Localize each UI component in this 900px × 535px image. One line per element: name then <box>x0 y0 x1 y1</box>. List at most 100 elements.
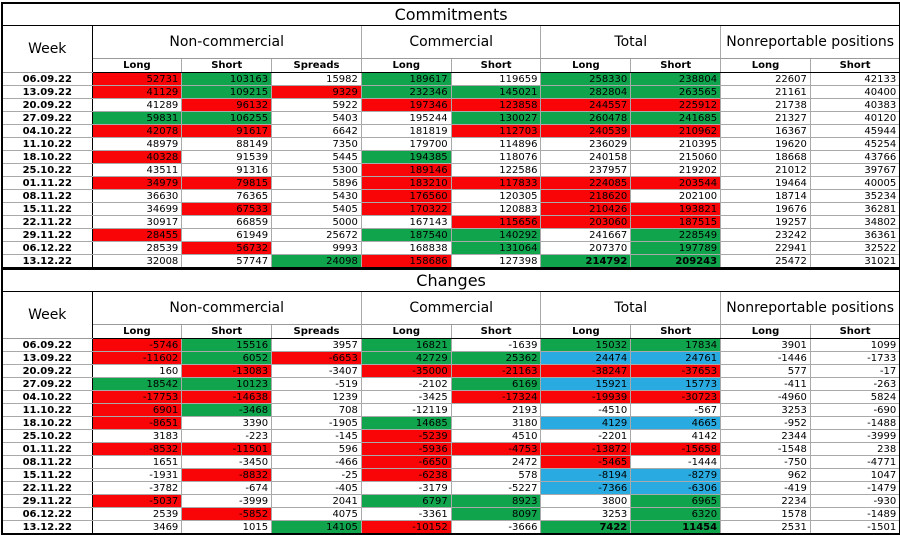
commitments-rows: 06.09.22 52731 103163 15982 189617 119659 2583… <box>1 72 900 269</box>
value-cell: 2539 <box>91 507 183 521</box>
table-row: 11.10.22 48979 88149 7350 179700 114896 236029… <box>1 137 900 151</box>
value-cell: 34699 <box>91 202 183 216</box>
value-cell: 6797 <box>360 494 452 508</box>
value-cell: -3425 <box>360 390 452 404</box>
value-cell: -1548 <box>720 442 811 456</box>
value-cell: 45944 <box>809 124 900 138</box>
value-cell: -6650 <box>360 455 452 469</box>
sub-header-row: Long Short Spreads Long Short Long Short… <box>2 324 900 339</box>
value-cell: -5936 <box>360 442 452 456</box>
value-cell: 189146 <box>360 163 452 177</box>
value-cell: -21163 <box>450 364 542 378</box>
value-cell: 228549 <box>630 228 722 242</box>
value-cell: -5746 <box>91 338 183 352</box>
value-cell: 28539 <box>91 241 183 255</box>
value-cell: -5037 <box>91 494 183 508</box>
value-cell: -8194 <box>540 468 632 482</box>
value-cell: 203544 <box>630 176 722 190</box>
value-cell: 23242 <box>720 228 811 242</box>
value-cell: -7366 <box>540 481 632 495</box>
value-cell: 2041 <box>271 494 362 508</box>
value-cell: 962 <box>720 468 811 482</box>
group-header-row: Week Non-commercial Commercial Total Non… <box>1 291 900 339</box>
value-cell: 25672 <box>271 228 362 242</box>
value-cell: -3666 <box>450 520 542 535</box>
value-cell: 30917 <box>91 215 183 229</box>
value-cell: -690 <box>809 403 900 417</box>
value-cell: 91539 <box>181 150 273 164</box>
value-cell: 91316 <box>181 163 273 177</box>
value-cell: 119659 <box>450 72 542 86</box>
value-cell: 109215 <box>181 85 273 99</box>
week-cell: 04.10.22 <box>1 390 93 404</box>
value-cell: -37653 <box>630 364 722 378</box>
value-cell: -3361 <box>360 507 452 521</box>
week-cell: 11.10.22 <box>1 137 93 151</box>
value-cell: 210395 <box>630 137 722 151</box>
value-cell: 6320 <box>630 507 722 521</box>
value-cell: 21012 <box>720 163 811 177</box>
value-cell: 210426 <box>540 202 632 216</box>
value-cell: 263565 <box>630 85 722 99</box>
value-cell: -750 <box>720 455 811 469</box>
value-cell: 32522 <box>809 241 900 255</box>
table-row: 18.10.22 -8651 3390 -1905 14685 3180 4129 4665-… <box>1 416 900 430</box>
value-cell: 56732 <box>181 241 273 255</box>
value-cell: 3180 <box>450 416 542 430</box>
value-cell: 6642 <box>271 124 362 138</box>
value-cell: 708 <box>271 403 362 417</box>
col-header-c-long: Long <box>360 58 452 73</box>
value-cell: 96132 <box>181 98 273 112</box>
value-cell: 40005 <box>809 176 900 190</box>
value-cell: 36361 <box>809 228 900 242</box>
value-cell: 91617 <box>181 124 273 138</box>
value-cell: 40328 <box>91 150 183 164</box>
value-cell: 2234 <box>720 494 811 508</box>
group-header-row: Week Non-commercial Commercial Total Non… <box>1 25 900 73</box>
value-cell: 244557 <box>540 98 632 112</box>
value-cell: 5896 <box>271 176 362 190</box>
value-cell: 61949 <box>181 228 273 242</box>
value-cell: 118076 <box>450 150 542 164</box>
col-header-nc-short: Short <box>181 58 273 73</box>
value-cell: 237957 <box>540 163 632 177</box>
value-cell: 9993 <box>271 241 362 255</box>
value-cell: 145021 <box>450 85 542 99</box>
value-cell: 67533 <box>181 202 273 216</box>
week-cell: 20.09.22 <box>1 98 93 112</box>
value-cell: -15658 <box>630 442 722 456</box>
value-cell: 3253 <box>540 507 632 521</box>
value-cell: -1639 <box>450 338 542 352</box>
value-cell: 187540 <box>360 228 452 242</box>
col-header-nc-spreads: Spreads <box>271 324 362 339</box>
value-cell: 19464 <box>720 176 811 190</box>
value-cell: 41129 <box>91 85 183 99</box>
value-cell: 181819 <box>360 124 452 138</box>
section-title: Commitments <box>2 3 900 26</box>
table-row: 06.12.22 28539 56732 9993 168838 131064 207370… <box>1 241 900 255</box>
value-cell: -4753 <box>450 442 542 456</box>
value-cell: -5465 <box>540 455 632 469</box>
value-cell: -1488 <box>809 416 900 430</box>
value-cell: 1099 <box>809 338 900 352</box>
value-cell: 117833 <box>450 176 542 190</box>
value-cell: 3469 <box>91 520 183 535</box>
table-row: 13.09.22 -11602 6052 -6653 42729 25362 24474 24… <box>1 351 900 365</box>
col-header-c-short: Short <box>450 324 542 339</box>
value-cell: 112703 <box>450 124 542 138</box>
value-cell: 15773 <box>630 377 722 391</box>
table-row: 29.11.22 -5037 -3999 2041 6797 8923 3800 6965 22… <box>1 494 900 508</box>
value-cell: 43511 <box>91 163 183 177</box>
col-header-nr-short: Short <box>809 324 900 339</box>
value-cell: 66859 <box>181 215 273 229</box>
col-header-nc-short: Short <box>181 324 273 339</box>
table-row: 06.09.22 -5746 15516 3957 16821 -1639 15032 178… <box>1 338 900 352</box>
value-cell: -17 <box>809 364 900 378</box>
value-cell: 120305 <box>450 189 542 203</box>
table-row: 13.12.22 32008 57747 24098 158686 127398 21479… <box>1 254 900 269</box>
value-cell: 6965 <box>630 494 722 508</box>
value-cell: 52731 <box>91 72 183 86</box>
value-cell: 3957 <box>271 338 362 352</box>
value-cell: -1444 <box>630 455 722 469</box>
value-cell: 22607 <box>720 72 811 86</box>
